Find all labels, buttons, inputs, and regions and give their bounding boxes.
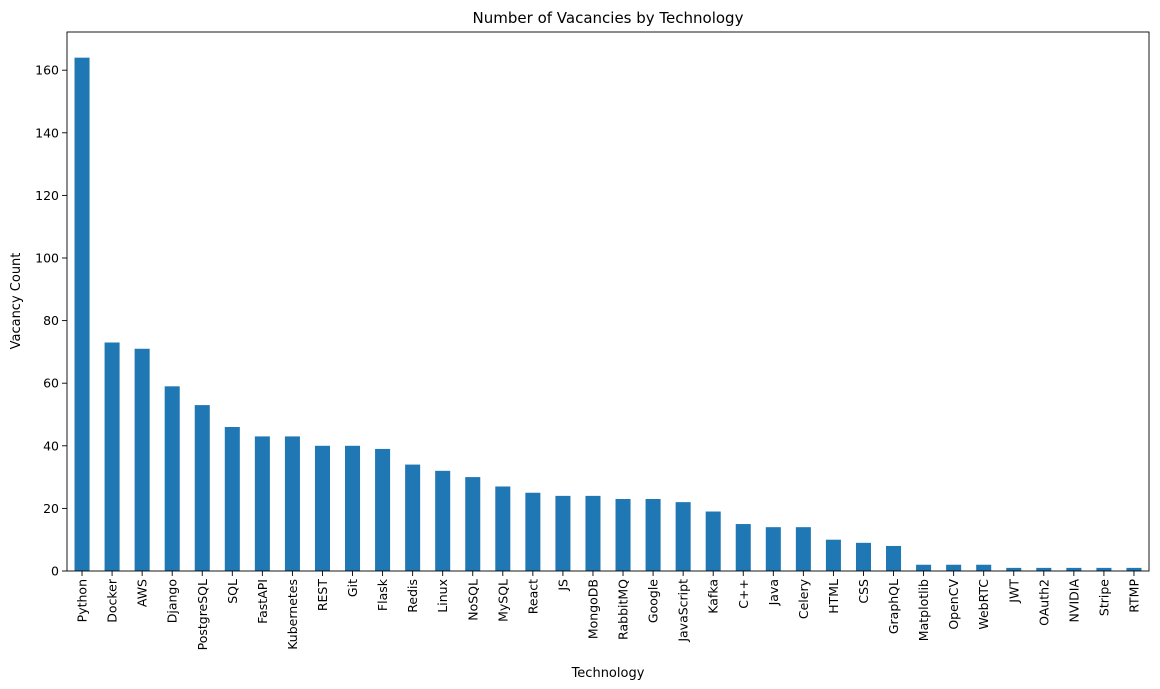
- bar-14: [495, 486, 511, 571]
- bar-5: [224, 427, 240, 571]
- x-tick-label-33: NVIDIA: [1066, 579, 1081, 623]
- y-tick-label-1: 20: [43, 501, 59, 516]
- bar-1: [104, 342, 120, 571]
- x-tick-label-15: React: [525, 579, 540, 614]
- bar-8: [314, 445, 330, 571]
- y-axis-label: Vacancy Count: [9, 253, 24, 350]
- y-tick-label-8: 160: [35, 63, 59, 78]
- x-tick-label-19: Google: [646, 579, 661, 623]
- x-tick-label-14: MySQL: [495, 579, 510, 622]
- x-tick-label-23: Java: [766, 579, 781, 606]
- bar-29: [946, 564, 962, 571]
- x-tick-label-2: AWS: [135, 579, 150, 607]
- bar-21: [705, 511, 721, 571]
- bar-18: [615, 499, 631, 571]
- bar-7: [284, 436, 300, 571]
- x-tick-label-25: HTML: [826, 579, 841, 614]
- x-tick-label-26: CSS: [856, 579, 871, 604]
- x-tick-label-6: FastAPI: [255, 579, 270, 624]
- y-tick-label-0: 0: [51, 564, 59, 579]
- bar-19: [645, 499, 661, 571]
- x-tick-label-22: C++: [736, 579, 751, 609]
- x-tick-label-20: JavaScript: [676, 579, 691, 643]
- x-tick-label-1: Docker: [105, 578, 120, 623]
- bar-32: [1036, 567, 1052, 571]
- bar-16: [555, 495, 571, 571]
- bar-24: [795, 527, 811, 571]
- bar-27: [886, 545, 902, 571]
- bar-13: [465, 477, 481, 571]
- x-tick-label-9: Git: [345, 579, 360, 597]
- bar-34: [1096, 567, 1112, 571]
- bar-12: [435, 470, 451, 571]
- bar-33: [1066, 567, 1082, 571]
- bar-30: [976, 564, 992, 571]
- x-tick-label-28: Matplotlib: [916, 579, 931, 641]
- x-axis-label: Technology: [571, 666, 645, 681]
- bar-35: [1126, 567, 1142, 571]
- x-tick-label-31: JWT: [1006, 579, 1021, 604]
- bar-15: [525, 492, 541, 571]
- y-tick-label-3: 60: [43, 376, 59, 391]
- bar-2: [134, 348, 150, 571]
- x-tick-label-27: GraphQL: [886, 579, 901, 634]
- x-tick-label-24: Celery: [796, 578, 811, 619]
- x-tick-label-21: Kafka: [706, 579, 721, 614]
- plot-area: 0 20 40 60 80 100 120 140 160 Python Docker AWS Djan…: [35, 31, 1150, 650]
- y-tick-label-5: 100: [35, 250, 59, 265]
- bar-23: [765, 527, 781, 571]
- x-tick-label-5: SQL: [225, 579, 240, 604]
- bar-28: [916, 564, 932, 571]
- x-tick-label-11: Redis: [405, 579, 420, 613]
- bar-26: [855, 542, 871, 571]
- x-tick-label-8: REST: [315, 579, 330, 612]
- bar-10: [375, 448, 391, 571]
- y-tick-label-2: 40: [43, 438, 59, 453]
- x-tick-label-34: Stripe: [1096, 579, 1111, 616]
- bar-22: [735, 524, 751, 571]
- x-tick-label-10: Flask: [375, 578, 390, 611]
- x-tick-label-0: Python: [75, 579, 90, 622]
- x-tick-label-30: WebRTC: [976, 579, 991, 630]
- y-tick-label-6: 120: [35, 188, 59, 203]
- plot-frame: [66, 31, 1150, 572]
- x-tick-label-4: PostgreSQL: [195, 579, 210, 650]
- x-tick-label-16: JS: [555, 579, 570, 592]
- bar-20: [675, 502, 691, 571]
- bar-25: [825, 539, 841, 571]
- bar-11: [405, 464, 421, 571]
- x-tick-label-12: Linux: [435, 579, 450, 613]
- bar-17: [585, 495, 601, 571]
- x-tick-label-3: Django: [165, 579, 180, 623]
- chart-title: Number of Vacancies by Technology: [473, 9, 744, 27]
- y-tick-label-4: 80: [43, 313, 59, 328]
- bar-3: [164, 386, 180, 571]
- x-tick-label-29: OpenCV: [946, 579, 961, 630]
- x-tick-label-7: Kubernetes: [285, 579, 300, 650]
- x-tick-label-32: OAuth2: [1036, 579, 1051, 626]
- bar-31: [1006, 567, 1022, 571]
- y-tick-label-7: 140: [35, 125, 59, 140]
- bar-6: [254, 436, 270, 571]
- bar-4: [194, 405, 210, 571]
- x-tick-label-13: NoSQL: [465, 579, 480, 621]
- x-tick-label-35: RTMP: [1126, 579, 1141, 613]
- bar-0: [74, 57, 90, 571]
- bar-9: [345, 445, 361, 571]
- x-tick-label-17: MongoDB: [585, 579, 600, 639]
- x-tick-label-18: RabbitMQ: [616, 579, 631, 640]
